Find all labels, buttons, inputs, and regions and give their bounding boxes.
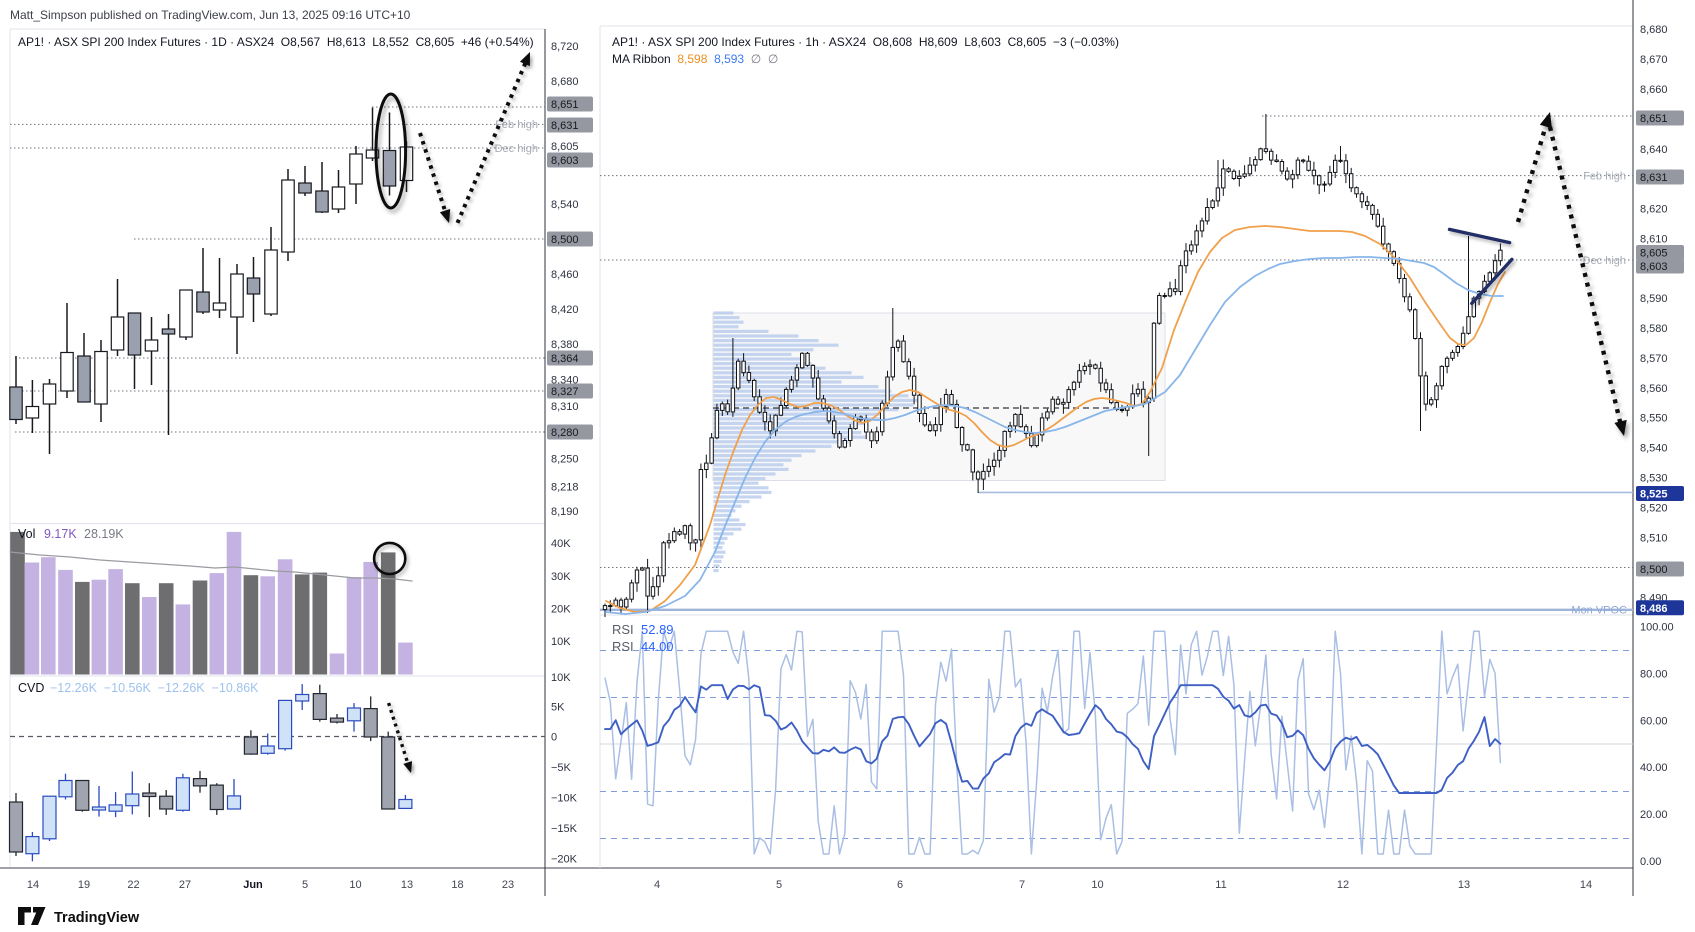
svg-text:8,460: 8,460 bbox=[551, 269, 579, 281]
svg-text:8,631: 8,631 bbox=[1640, 172, 1668, 184]
svg-text:8,631: 8,631 bbox=[551, 120, 579, 132]
svg-text:5K: 5K bbox=[551, 702, 565, 714]
svg-text:10: 10 bbox=[1091, 879, 1103, 891]
svg-text:TradingView: TradingView bbox=[54, 910, 140, 926]
svg-text:0: 0 bbox=[551, 732, 557, 744]
svg-text:6: 6 bbox=[897, 879, 903, 891]
svg-text:13: 13 bbox=[1458, 879, 1470, 891]
svg-text:−10K: −10K bbox=[551, 793, 578, 805]
svg-text:27: 27 bbox=[179, 879, 191, 891]
svg-text:30K: 30K bbox=[551, 571, 571, 583]
svg-text:8,310: 8,310 bbox=[551, 401, 579, 413]
svg-text:8,520: 8,520 bbox=[1640, 502, 1668, 514]
svg-text:Feb high: Feb high bbox=[1583, 171, 1626, 183]
svg-text:8,420: 8,420 bbox=[551, 304, 579, 316]
svg-text:11: 11 bbox=[1215, 879, 1226, 891]
svg-text:−15K: −15K bbox=[551, 823, 578, 835]
svg-text:8,540: 8,540 bbox=[551, 199, 579, 211]
svg-text:8,590: 8,590 bbox=[1640, 293, 1668, 305]
svg-text:10K: 10K bbox=[551, 672, 571, 684]
svg-text:8,603: 8,603 bbox=[551, 155, 579, 167]
svg-text:8,610: 8,610 bbox=[1640, 233, 1668, 245]
svg-text:Vol: Vol bbox=[18, 527, 35, 541]
svg-text:19: 19 bbox=[78, 879, 90, 891]
svg-text:8,540: 8,540 bbox=[1640, 443, 1668, 455]
svg-text:14: 14 bbox=[1580, 879, 1592, 891]
svg-text:8,605: 8,605 bbox=[1640, 248, 1668, 260]
svg-text:Dec high: Dec high bbox=[495, 143, 538, 155]
svg-text:−5K: −5K bbox=[551, 762, 572, 774]
svg-text:8,500: 8,500 bbox=[1640, 564, 1668, 576]
svg-text:8,570: 8,570 bbox=[1640, 353, 1668, 365]
svg-text:60.00: 60.00 bbox=[1640, 715, 1668, 727]
svg-text:8,560: 8,560 bbox=[1640, 383, 1668, 395]
svg-text:7: 7 bbox=[1019, 879, 1025, 891]
svg-text:8,500: 8,500 bbox=[551, 234, 579, 246]
svg-text:8,651: 8,651 bbox=[1640, 113, 1668, 125]
svg-text:44.00: 44.00 bbox=[641, 639, 674, 654]
svg-text:8,640: 8,640 bbox=[1640, 144, 1668, 156]
svg-text:RSI: RSI bbox=[612, 639, 634, 654]
svg-text:8,580: 8,580 bbox=[1640, 323, 1668, 335]
svg-text:12: 12 bbox=[1337, 879, 1349, 891]
svg-text:8,327: 8,327 bbox=[551, 386, 579, 398]
svg-text:AP1! · ASX SPI 200 Index Futur: AP1! · ASX SPI 200 Index Futures · 1h · … bbox=[612, 35, 1119, 49]
svg-text:13: 13 bbox=[401, 879, 413, 891]
svg-text:8,680: 8,680 bbox=[1640, 24, 1668, 36]
svg-text:28.19K: 28.19K bbox=[84, 527, 124, 541]
svg-text:−20K: −20K bbox=[551, 854, 578, 866]
svg-text:40K: 40K bbox=[551, 538, 571, 550]
svg-text:8,525: 8,525 bbox=[1640, 489, 1668, 501]
svg-text:8,680: 8,680 bbox=[551, 76, 579, 88]
svg-text:MA Ribbon 8,598 8,593 ∅ ∅: MA Ribbon 8,598 8,593 ∅ ∅ bbox=[612, 52, 778, 66]
svg-text:8,550: 8,550 bbox=[1640, 413, 1668, 425]
svg-text:9.17K: 9.17K bbox=[44, 527, 77, 541]
svg-text:5: 5 bbox=[302, 879, 308, 891]
svg-text:10K: 10K bbox=[551, 636, 571, 648]
svg-text:8,530: 8,530 bbox=[1640, 473, 1668, 485]
svg-text:0.00: 0.00 bbox=[1640, 856, 1661, 868]
svg-text:8,280: 8,280 bbox=[551, 427, 579, 439]
svg-text:4: 4 bbox=[654, 879, 660, 891]
svg-text:8,250: 8,250 bbox=[551, 454, 579, 466]
svg-text:100.00: 100.00 bbox=[1640, 622, 1674, 634]
svg-text:8,670: 8,670 bbox=[1640, 54, 1668, 66]
svg-text:Matt_Simpson published on Trad: Matt_Simpson published on TradingView.co… bbox=[10, 8, 411, 22]
svg-text:8,605: 8,605 bbox=[551, 141, 579, 153]
svg-text:AP1! · ASX SPI 200 Index Futur: AP1! · ASX SPI 200 Index Futures · 1D · … bbox=[18, 35, 534, 49]
svg-text:CVD: CVD bbox=[18, 681, 44, 695]
svg-text:14: 14 bbox=[27, 879, 39, 891]
svg-text:8,603: 8,603 bbox=[1640, 261, 1668, 273]
svg-text:RSI: RSI bbox=[612, 622, 634, 637]
svg-text:−12.26K −10.56K −12.26K −10: −12.26K −10.56K −12.26K −10.86K bbox=[50, 681, 259, 695]
svg-text:10: 10 bbox=[349, 879, 361, 891]
svg-text:8,218: 8,218 bbox=[551, 482, 579, 494]
svg-text:22: 22 bbox=[127, 879, 139, 891]
svg-text:20K: 20K bbox=[551, 604, 571, 616]
svg-text:23: 23 bbox=[502, 879, 514, 891]
svg-text:8,364: 8,364 bbox=[551, 353, 579, 365]
svg-text:40.00: 40.00 bbox=[1640, 762, 1668, 774]
svg-text:8,190: 8,190 bbox=[551, 506, 579, 518]
svg-text:8,510: 8,510 bbox=[1640, 532, 1668, 544]
svg-text:8,380: 8,380 bbox=[551, 339, 579, 351]
svg-text:Feb high: Feb high bbox=[495, 119, 538, 131]
svg-text:18: 18 bbox=[451, 879, 463, 891]
svg-text:Mon VPOC: Mon VPOC bbox=[1571, 605, 1627, 617]
svg-text:52.89: 52.89 bbox=[641, 622, 674, 637]
svg-text:Dec high: Dec high bbox=[1583, 255, 1626, 267]
svg-text:8,660: 8,660 bbox=[1640, 84, 1668, 96]
svg-text:5: 5 bbox=[776, 879, 782, 891]
svg-text:80.00: 80.00 bbox=[1640, 669, 1668, 681]
svg-text:8,486: 8,486 bbox=[1640, 603, 1668, 615]
svg-text:Jun: Jun bbox=[243, 879, 263, 891]
svg-text:8,620: 8,620 bbox=[1640, 204, 1668, 216]
svg-text:8,720: 8,720 bbox=[551, 41, 579, 53]
svg-text:8,651: 8,651 bbox=[551, 99, 579, 111]
svg-text:20.00: 20.00 bbox=[1640, 809, 1668, 821]
